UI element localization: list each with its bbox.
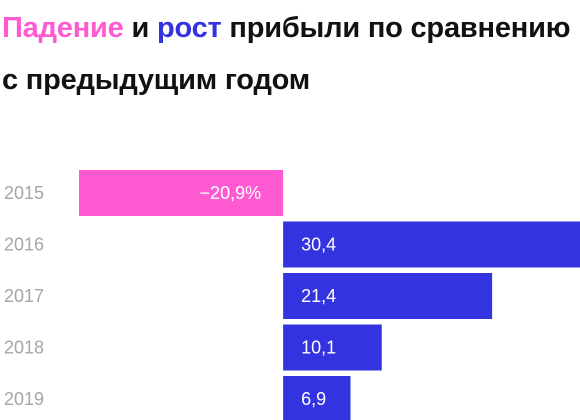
chart-title: Падение и рост прибыли по сравнению с пр… — [2, 2, 572, 106]
year-label-2017: 2017 — [4, 286, 44, 306]
value-label-2016: 30,4 — [301, 235, 336, 255]
year-label-2019: 2019 — [4, 389, 44, 409]
title-fall-word: Падение — [2, 12, 124, 44]
bar-2017 — [283, 273, 493, 319]
bar-2019 — [283, 376, 351, 420]
bars-group — [79, 170, 580, 420]
bar-2018 — [283, 324, 382, 371]
title-rise-word: рост — [156, 12, 222, 44]
value-label-2015: −20,9% — [200, 183, 262, 203]
year-labels-group: 2015 2016 2017 2018 2019 — [4, 183, 44, 409]
value-label-2019: 6,9 — [301, 389, 326, 409]
bar-2016 — [283, 221, 580, 268]
year-label-2018: 2018 — [4, 338, 44, 358]
year-label-2016: 2016 — [4, 235, 44, 255]
value-labels-group: −20,9% 30,4 21,4 10,1 6,9 — [200, 183, 337, 409]
value-label-2017: 21,4 — [301, 286, 336, 306]
value-label-2018: 10,1 — [301, 338, 336, 358]
title-rest: прибыли по сравнению с предыдущим годом — [2, 12, 571, 96]
year-label-2015: 2015 — [4, 183, 44, 203]
bar-2015 — [79, 170, 284, 216]
title-and-word: и — [123, 12, 157, 44]
